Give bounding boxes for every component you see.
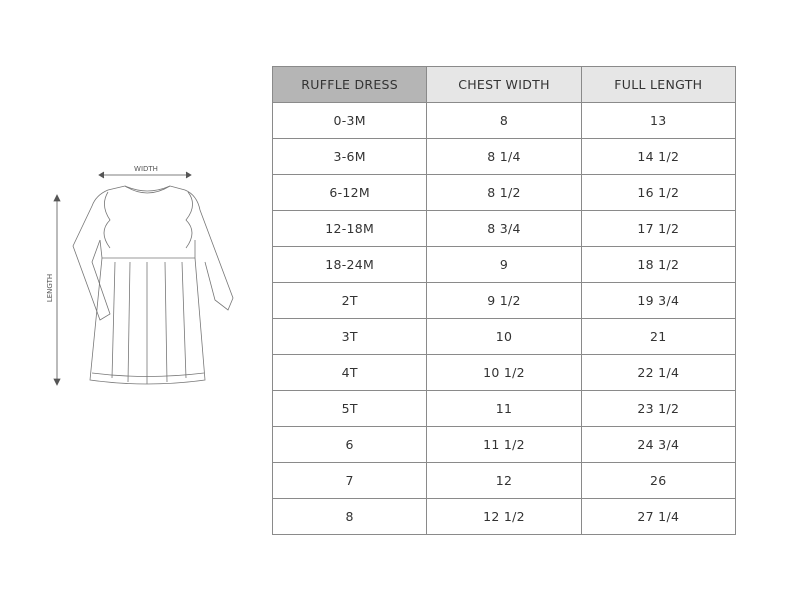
size-cell: 2T (271, 282, 428, 319)
dress-outline-icon (72, 185, 234, 385)
size-cell: 6 (271, 426, 428, 463)
table-row: 4T 10 1/2 22 1/4 (271, 354, 737, 391)
width-label: WIDTH (134, 165, 158, 173)
header-ruffle-dress: RUFFLE DRESS (271, 66, 428, 103)
table-row: 2T 9 1/2 19 3/4 (271, 282, 737, 319)
table-row: 6 11 1/2 24 3/4 (271, 426, 737, 463)
size-cell: 3-6M (271, 138, 428, 175)
table-row: 3-6M 8 1/4 14 1/2 (271, 138, 737, 175)
length-label: LENGTH (46, 274, 54, 302)
chest-width-cell: 10 (426, 318, 582, 355)
table-row: 3T 10 21 (271, 318, 737, 355)
header-row: RUFFLE DRESS CHEST WIDTH FULL LENGTH (271, 66, 737, 103)
full-length-cell: 16 1/2 (580, 174, 737, 211)
size-cell: 12-18M (271, 210, 428, 247)
table-row: 18-24M 9 18 1/2 (271, 246, 737, 283)
table-row: 12-18M 8 3/4 17 1/2 (271, 210, 737, 247)
full-length-cell: 17 1/2 (580, 210, 737, 247)
chest-width-cell: 8 1/4 (426, 138, 582, 175)
dress-illustration: WIDTH LENGTH (46, 165, 234, 386)
size-cell: 18-24M (271, 246, 428, 283)
table-row: 6-12M 8 1/2 16 1/2 (271, 174, 737, 211)
size-chart-table: RUFFLE DRESS CHEST WIDTH FULL LENGTH 0-3… (271, 66, 737, 535)
full-length-cell: 22 1/4 (580, 354, 737, 391)
chest-width-cell: 9 (426, 246, 582, 283)
full-length-cell: 23 1/2 (580, 390, 737, 427)
full-length-cell: 14 1/2 (580, 138, 737, 175)
header-full-length: FULL LENGTH (580, 66, 737, 103)
table-row: 8 12 1/2 27 1/4 (271, 498, 737, 535)
table-row: 5T 11 23 1/2 (271, 390, 737, 427)
chest-width-cell: 10 1/2 (426, 354, 582, 391)
header-chest-width: CHEST WIDTH (426, 66, 582, 103)
chest-width-cell: 12 (426, 462, 582, 499)
size-cell: 6-12M (271, 174, 428, 211)
table-row: 7 12 26 (271, 462, 737, 499)
chest-width-cell: 9 1/2 (426, 282, 582, 319)
full-length-cell: 13 (580, 102, 737, 139)
chest-width-cell: 12 1/2 (426, 498, 582, 535)
full-length-cell: 26 (580, 462, 737, 499)
size-cell: 5T (271, 390, 428, 427)
full-length-cell: 21 (580, 318, 737, 355)
table-row: 0-3M 8 13 (271, 102, 737, 139)
chest-width-cell: 8 1/2 (426, 174, 582, 211)
size-cell: 3T (271, 318, 428, 355)
full-length-cell: 27 1/4 (580, 498, 737, 535)
chest-width-cell: 11 1/2 (426, 426, 582, 463)
full-length-cell: 24 3/4 (580, 426, 737, 463)
chest-width-cell: 11 (426, 390, 582, 427)
chest-width-cell: 8 (426, 102, 582, 139)
size-cell: 0-3M (271, 102, 428, 139)
full-length-cell: 19 3/4 (580, 282, 737, 319)
size-cell: 8 (271, 498, 428, 535)
size-cell: 7 (271, 462, 428, 499)
full-length-cell: 18 1/2 (580, 246, 737, 283)
chest-width-cell: 8 3/4 (426, 210, 582, 247)
size-cell: 4T (271, 354, 428, 391)
